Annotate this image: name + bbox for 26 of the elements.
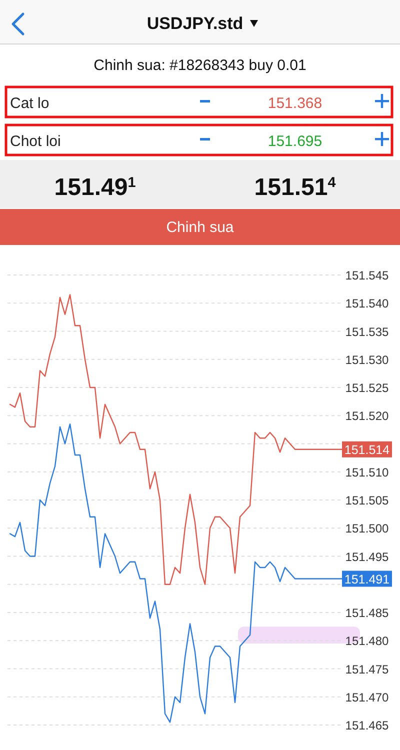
- y-tick-label: 151.495: [345, 550, 390, 564]
- chart-title: USDJPY.std: [146, 14, 244, 33]
- data-label: 151.491: [344, 572, 390, 586]
- text: Cat lo: [10, 95, 50, 112]
- y-tick-label: 151.480: [345, 634, 390, 648]
- text: Chinh sua: [166, 219, 234, 236]
- chart-subtitle: Chinh sua: #18268343 buy 0.01: [94, 57, 306, 74]
- text: 151.51$^{4}$: [254, 174, 336, 201]
- y-tick-label: 151.505: [345, 494, 390, 508]
- y-tick-label: 151.520: [345, 409, 390, 424]
- y-tick-label: 151.465: [345, 718, 390, 732]
- y-tick-label: 151.535: [345, 324, 390, 339]
- text: 151.695: [268, 133, 322, 150]
- text: Chot loi: [10, 133, 61, 150]
- y-tick-label: 151.475: [345, 662, 390, 676]
- y-tick-label: 151.540: [345, 296, 390, 311]
- y-tick-label: 151.525: [345, 381, 390, 395]
- y-tick-label: 151.545: [345, 268, 390, 282]
- y-tick-label: 151.470: [345, 690, 390, 704]
- data-label: 151.514: [344, 442, 390, 457]
- y-tick-label: 151.500: [345, 522, 390, 536]
- y-tick-label: 151.485: [345, 606, 390, 620]
- y-tick-label: 151.510: [345, 465, 390, 480]
- text: 151.368: [268, 95, 322, 112]
- text: 151.49$^{1}$: [54, 174, 136, 201]
- y-tick-label: 151.530: [345, 352, 390, 367]
